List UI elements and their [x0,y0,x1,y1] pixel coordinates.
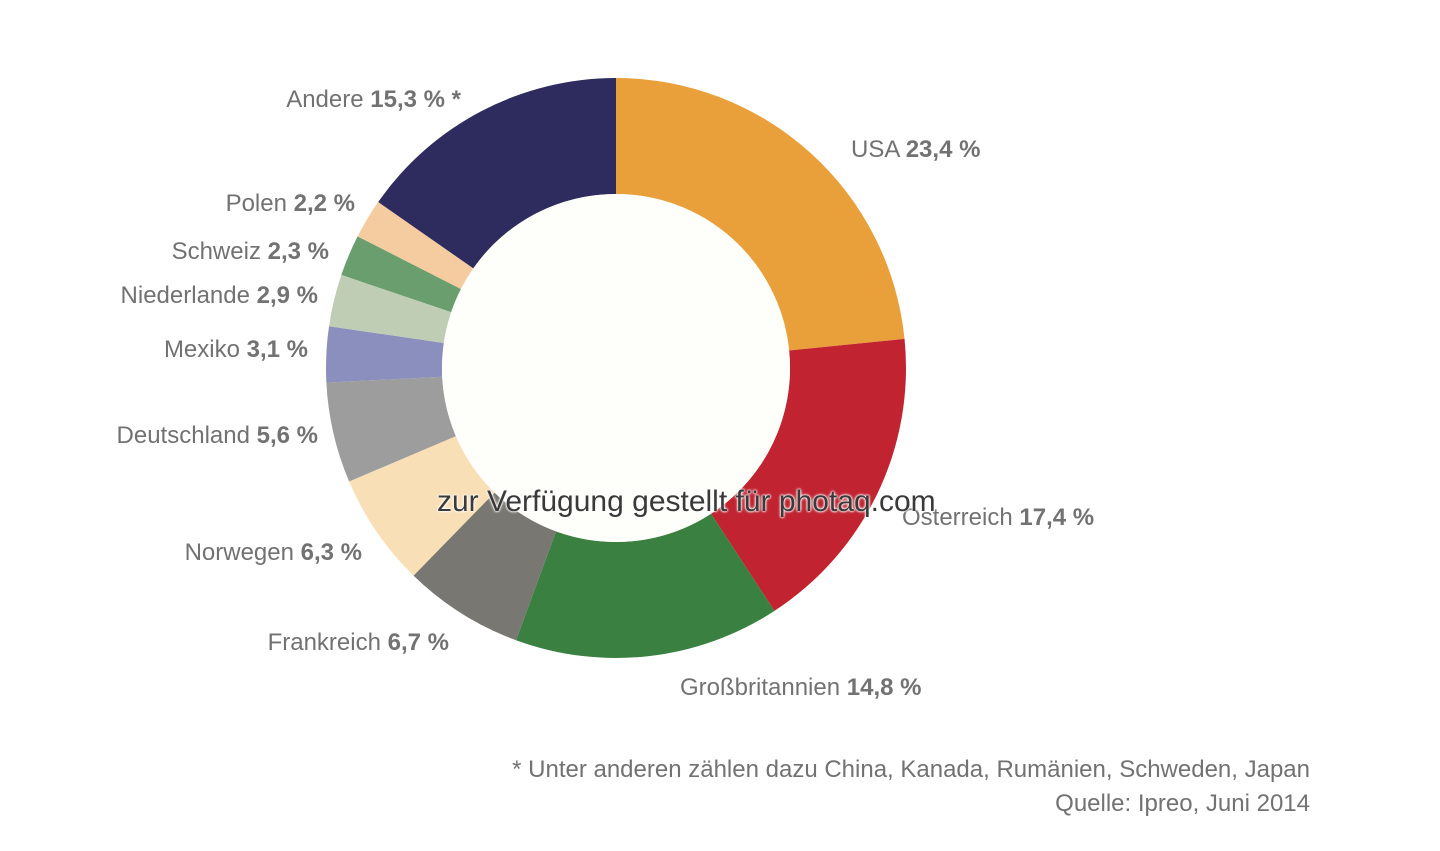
slice-label-name: Deutschland [116,422,257,449]
slice-label: Deutschland 5,6 % [117,424,318,448]
slice-label-name: Andere [286,86,371,113]
slice-frankreich [413,492,557,641]
slice-label-name: Polen [225,190,294,217]
slice-label-name: Frankreich [267,629,388,656]
slice-label-value: 5,6 % [256,422,318,449]
watermark-text: zur Verfügung gestellt für photaq.com [437,485,936,518]
slice-label-value: 6,3 % [300,539,362,566]
slice-label: Großbritannien 14,8 % [680,676,921,700]
source-note: Quelle: Ipreo, Juni 2014 [1055,790,1310,817]
slice-label-name: Schweiz [171,238,268,265]
slice-label-value: 2,9 % [256,282,318,309]
slice-label-value: 3,1 % [246,336,308,363]
slice-label: Andere 15,3 % * [286,88,461,112]
footnote: * Unter anderen zählen dazu China, Kanad… [512,756,1310,783]
slice-großbritannien [516,513,775,658]
slice-andere [378,77,616,269]
slice-label-value: 15,3 % * [370,86,461,113]
slice-österreich [711,338,906,611]
slice-mexiko [326,326,444,383]
slice-schweiz [341,236,461,313]
slice-label-name: Großbritannien [680,674,847,701]
slice-niederlande [329,274,452,343]
slice-label-value: 6,7 % [387,629,449,656]
slice-polen [357,201,474,290]
slice-label-name: Norwegen [184,539,301,566]
slice-label-value: 2,2 % [293,190,355,217]
slice-label-name: Mexiko [163,336,247,363]
slice-label-name: USA [851,136,906,163]
slice-label: USA 23,4 % [851,138,980,162]
slice-label: Mexiko 3,1 % [164,338,308,362]
slice-label-value: 23,4 % [905,136,981,163]
slice-label-value: 14,8 % [846,674,922,701]
slice-label: Polen 2,2 % [226,192,355,216]
slice-label-name: Niederlande [120,282,257,309]
slice-label: Schweiz 2,3 % [172,240,329,264]
slice-deutschland [326,376,456,482]
donut-hole [442,194,790,542]
slice-label: Norwegen 6,3 % [185,541,362,565]
slice-label: Frankreich 6,7 % [268,631,449,655]
slice-label-name: Österreich [902,504,1020,531]
slice-usa [616,78,905,351]
slice-label: Niederlande 2,9 % [121,284,318,308]
slice-label-value: 17,4 % [1019,504,1095,531]
slice-label: Österreich 17,4 % [902,506,1094,530]
slice-label-value: 2,3 % [267,238,329,265]
slice-norwegen [349,436,495,576]
